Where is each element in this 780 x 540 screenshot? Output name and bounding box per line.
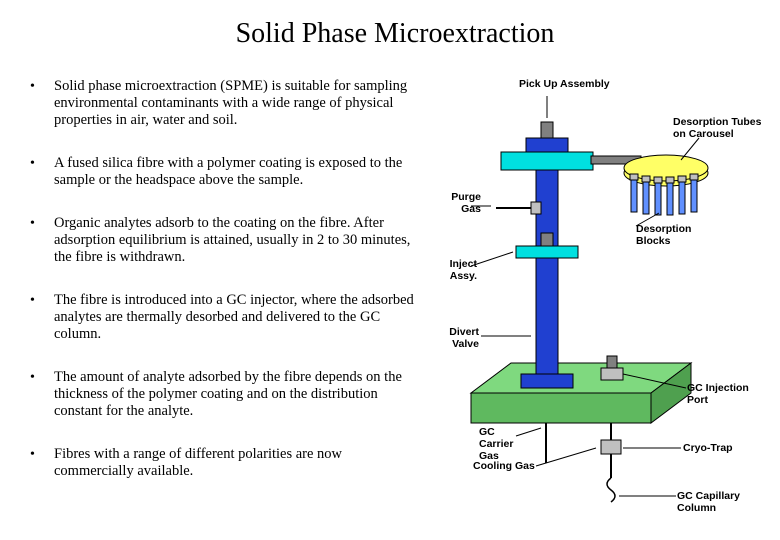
list-item: • Organic analytes adsorb to the coating… xyxy=(30,215,425,266)
list-item: • A fused silica fibre with a polymer co… xyxy=(30,155,425,189)
bullet-list: • Solid phase microextraction (SPME) is … xyxy=(30,78,425,508)
bullet-text: The amount of analyte adsorbed by the fi… xyxy=(54,369,425,420)
list-item: • The amount of analyte adsorbed by the … xyxy=(30,369,425,420)
page-title: Solid Phase Microextraction xyxy=(30,18,760,50)
list-item: • Solid phase microextraction (SPME) is … xyxy=(30,78,425,129)
label-purge-gas: Purge Gas xyxy=(441,191,481,215)
label-pickup: Pick Up Assembly xyxy=(519,78,610,90)
bullet-text: Fibres with a range of different polarit… xyxy=(54,446,425,480)
list-item: • The fibre is introduced into a GC inje… xyxy=(30,292,425,343)
content-row: • Solid phase microextraction (SPME) is … xyxy=(30,78,760,508)
label-divert-valve: Divert Valve xyxy=(441,326,479,350)
label-desorption-tubes: Desorption Tubes on Carousel xyxy=(673,116,763,140)
bullet-text: The fibre is introduced into a GC inject… xyxy=(54,292,425,343)
bullet-marker: • xyxy=(30,446,54,464)
label-gc-injection: GC Injection Port xyxy=(687,382,760,406)
spme-diagram: Pick Up Assembly Desorption Tubes on Car… xyxy=(441,78,760,508)
bullet-marker: • xyxy=(30,215,54,233)
bullet-text: Solid phase microextraction (SPME) is su… xyxy=(54,78,425,129)
label-cryo-trap: Cryo-Trap xyxy=(683,442,733,454)
label-inject-assy: Inject Assy. xyxy=(441,258,477,282)
label-gc-carrier: GC Carrier Gas xyxy=(479,426,523,462)
bullet-marker: • xyxy=(30,292,54,310)
label-gc-capillary: GC Capillary Column xyxy=(677,490,760,514)
label-cooling-gas: Cooling Gas xyxy=(473,460,535,472)
slide: Solid Phase Microextraction • Solid phas… xyxy=(0,0,780,540)
label-desorption-blocks: Desorption Blocks xyxy=(636,223,706,247)
bullet-text: A fused silica fibre with a polymer coat… xyxy=(54,155,425,189)
bullet-text: Organic analytes adsorb to the coating o… xyxy=(54,215,425,266)
list-item: • Fibres with a range of different polar… xyxy=(30,446,425,480)
bullet-marker: • xyxy=(30,369,54,387)
bullet-marker: • xyxy=(30,78,54,96)
bullet-marker: • xyxy=(30,155,54,173)
